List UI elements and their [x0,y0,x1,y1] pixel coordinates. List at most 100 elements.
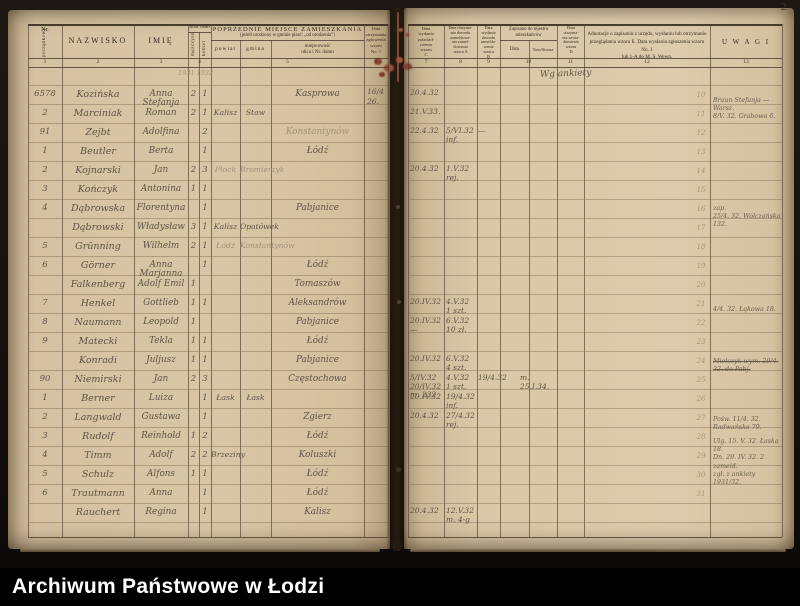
cell-place: Pabjanice [296,203,339,213]
cell-men: 2 [190,374,197,384]
cell-surname: Marciniak [73,108,123,119]
archive-name-label: Archiwum Państwowe w Łodzi [12,575,325,598]
entry-a: 12.V.32 m. 4-g [446,506,474,524]
cell-surname: Kojnarski [75,165,121,176]
ghost-number: 12 [696,129,706,137]
cell-nr: 3 [42,184,48,194]
table-line [529,40,530,537]
uwagi-note: Pośw. 11/4. 32. Radwańska 79. [713,416,762,432]
col-header-gmina: gmina [246,46,265,52]
cell-surname: Zejbt [85,127,111,138]
seal-dot [374,58,382,65]
cell-gmina: Bromierzyk [240,165,285,174]
column-number: 13 [743,59,749,65]
ghost-number: 29 [696,452,706,460]
cell-surname: Berner [81,393,115,404]
entry-a: 27/4.32 rej. [446,411,475,429]
cell-surname: Niemirski [74,374,122,385]
ghost-number: 22 [696,319,706,327]
cell-nr: 1 [42,146,48,156]
entry-a: 6.V.32 10 zł. [446,316,470,334]
uwagi-note: Ulg. 15. V. 32. Łaska 18. Dn. 29. IV. 32… [713,438,779,486]
col-header-powiat: powiat [215,46,236,52]
cell-nr: 2 [42,165,48,175]
cell-women: 1 [202,146,208,156]
col-header-wzor-d: Data otrzyma- nia zawia- domienia wzoru … [562,25,580,55]
cell-men: 2 [190,165,197,175]
cell-nr: 90 [39,374,51,384]
table-line [364,24,365,537]
entry-c: 20.IV.32 [410,354,441,363]
cell-given: Tekla [149,336,173,346]
table-border [28,24,388,26]
table-border [408,24,782,26]
entry-b: — [478,126,486,135]
ghost-number: 24 [696,357,706,365]
cell-nr: 4 [42,450,48,460]
table-line [408,67,782,68]
cell-gmina: Staw [245,108,266,117]
table-line [62,24,63,537]
entry-a: 4.V.32 1 szt. [446,373,470,391]
cell-surname: Kozińska [76,89,120,100]
cell-nr: 9 [42,336,48,346]
seal-dot [403,63,412,70]
cell-surname: Naumann [74,317,122,328]
table-line [271,40,272,537]
cell-place: Kalisz [304,507,331,517]
cell-surname: Kończyk [77,184,119,195]
cell-women: 1 [202,184,208,194]
cell-men: 1 [190,298,197,308]
table-line [557,24,558,537]
cell-women: 1 [202,393,208,403]
page-edge-left [20,549,380,552]
cell-powiat: Łask [216,393,235,402]
table-line [211,24,212,537]
ghost-number: 17 [696,224,706,232]
entry-a: 19/4.32 inf. [446,392,475,410]
ghost-number: 13 [696,148,706,156]
cell-place: Łódź [306,260,329,270]
table-line [500,40,557,41]
ghost-number: 30 [696,471,706,479]
cell-women: 2 [202,431,208,441]
entry-b: 19/4.32 [478,373,507,382]
seal-dot [398,28,403,32]
cell-gmina: Łask [246,393,265,402]
cell-given: Adolf [149,450,173,460]
page-edge-right [410,549,786,552]
cell-place: Tomaszów [294,279,341,289]
ghost-number: 11 [696,110,706,118]
cell-place: Łódź [306,431,329,441]
col-header-wzor-b: Data wydania dowodu zameldo- wania wzoru… [480,25,497,59]
table-border [388,24,389,537]
uwagi-note: zap. 25/4. 32. Wólczańska 132. [713,205,781,229]
cell-women: 2 [202,127,208,137]
column-number: 6 [374,59,378,65]
cell-women: 1 [202,108,208,118]
cell-nr: 7 [42,298,48,308]
cell-given: Florentyna [136,203,186,213]
cell-nr: 2 [42,412,48,422]
table-line [477,24,478,537]
archive-caption-bar: Archiwum Państwowe w Łodzi [0,568,800,606]
ghost-number: 27 [696,414,706,422]
cell-surname: Falkenberg [70,279,126,290]
col-header-nr: Nr. [41,27,49,33]
uwagi-note: 4/4. 32. Łąkowa 18. [713,306,776,313]
cell-women: 2 [202,450,208,460]
group-subheader: (jeżeli urodzony w gminie pisać: „od uro… [240,33,335,38]
seal-dot [405,33,409,37]
table-line [500,24,501,537]
cell-surname: Dąbrowski [72,222,124,233]
table-line [444,24,445,537]
group-header-zapisano: Zapisano do rejestru mieszkańców [508,27,549,38]
cell-surname: Grünning [75,241,121,252]
cell-men: 1 [190,317,197,327]
table-border [408,537,782,538]
column-number: 1 [43,59,47,65]
col-header-uwagi: U W A G I [721,38,771,46]
cell-nr: 6 [42,488,48,498]
col-header-adnotacje: Adnotacje o zapisaniu z urzędu, wysłaniu… [587,31,707,61]
